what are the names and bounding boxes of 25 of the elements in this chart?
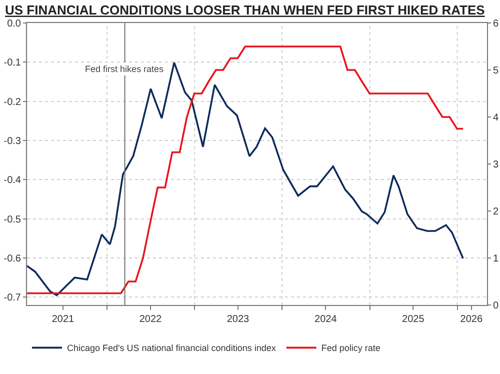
y-tick-label: -0.7 [4, 292, 22, 304]
y-tick-label: -0.4 [4, 175, 22, 186]
y-tick-label: -0.2 [4, 96, 22, 108]
y2-tick-label: 6 [493, 18, 499, 30]
y2-tick-label: 5 [493, 66, 499, 76]
x-tick-label: 2025 [402, 314, 425, 325]
legend-label: Chicago Fed's US national financial conditions index [67, 343, 276, 354]
chart-title: US FINANCIAL CONDITIONS LOOSER THAN WHEN FED FIRST HIKED RATES [5, 2, 486, 18]
x-tick-label: 2026 [460, 314, 483, 325]
y2-tick-label: 0 [493, 300, 499, 312]
y-tick-label: 0.0 [7, 18, 22, 30]
y-tick-label: -0.1 [4, 58, 22, 69]
ref-line-label: Fed first hikes rates [85, 64, 164, 74]
x-tick-label: 2021 [52, 314, 75, 325]
x-tick-label: 2022 [139, 314, 162, 325]
y2-tick-label: 4 [493, 112, 499, 124]
x-tick-label: 2023 [226, 314, 250, 325]
y-tick-label: -0.3 [4, 136, 22, 147]
y2-tick-label: 1 [493, 254, 499, 264]
x-tick-label: 2024 [314, 314, 338, 325]
legend-label: Fed policy rate [321, 343, 380, 354]
y2-tick-label: 2 [493, 206, 499, 218]
y-tick-label: -0.5 [4, 214, 22, 226]
y2-tick-label: 3 [493, 160, 499, 170]
y-tick-label: -0.6 [4, 254, 22, 264]
